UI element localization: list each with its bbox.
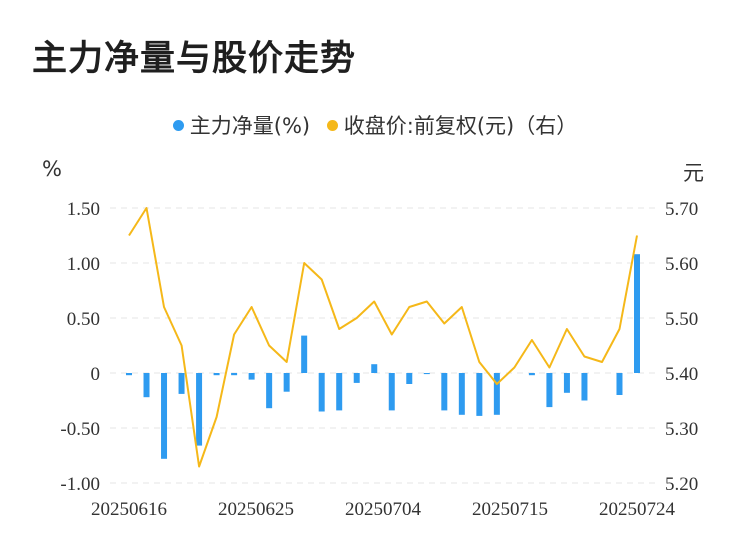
right-tick-label: 5.60 [665, 254, 698, 275]
net-volume-bar[interactable] [441, 373, 448, 411]
x-tick-label: 20250724 [599, 499, 676, 520]
chart-title: 主力净量与股价走势 [32, 39, 357, 79]
legend-label-price: 收盘价:前复权(元)（右） [343, 114, 578, 138]
net-volume-bar[interactable] [458, 373, 465, 415]
legend-dot-price-icon [326, 119, 338, 131]
x-tick-label: 20250704 [345, 499, 422, 520]
net-volume-bar[interactable] [476, 373, 483, 416]
price-line-series [128, 207, 638, 468]
net-volume-bar[interactable] [493, 373, 500, 415]
right-tick-label: 5.30 [665, 419, 698, 440]
price-line[interactable] [128, 207, 638, 468]
net-volume-bar[interactable] [336, 373, 343, 411]
net-volume-bar[interactable] [266, 373, 273, 409]
bar-series [126, 254, 640, 459]
net-volume-bar[interactable] [178, 373, 185, 394]
legend-dot-net-icon [172, 119, 184, 131]
net-volume-bar[interactable] [248, 373, 255, 380]
left-tick-label: 1.00 [67, 254, 100, 275]
net-volume-bar[interactable] [301, 335, 308, 373]
net-volume-bar[interactable] [213, 373, 220, 376]
net-volume-bar[interactable] [231, 373, 238, 376]
net-volume-bar[interactable] [423, 373, 430, 375]
right-axis-ticks: 5.70 5.60 5.50 5.40 5.30 5.20 [665, 199, 698, 495]
x-tick-label: 20250715 [472, 499, 548, 520]
left-tick-label: -0.50 [60, 419, 100, 440]
left-tick-label: -1.00 [60, 474, 100, 495]
chart-legend: 主力净量(%) 收盘价:前复权(元)（右） [0, 110, 750, 140]
net-volume-bar[interactable] [283, 373, 290, 392]
x-tick-label: 20250625 [218, 499, 294, 520]
net-volume-bar[interactable] [634, 254, 640, 373]
right-tick-label: 5.20 [665, 474, 698, 495]
net-volume-bar[interactable] [126, 373, 132, 376]
left-tick-label: 1.50 [67, 199, 100, 220]
net-volume-bar[interactable] [406, 373, 413, 384]
net-volume-bar[interactable] [546, 373, 553, 408]
x-tick-label: 20250616 [91, 499, 167, 520]
x-axis-ticks: 20250616 20250625 20250704 20250715 20250724 [91, 499, 676, 520]
net-volume-bar[interactable] [143, 373, 150, 398]
legend-item-price[interactable]: 收盘价:前复权(元)（右） [326, 110, 578, 140]
legend-item-net[interactable]: 主力净量(%) [172, 110, 311, 140]
net-volume-bar[interactable] [616, 373, 623, 395]
left-axis-unit: % [42, 157, 62, 181]
net-volume-bar[interactable] [161, 373, 168, 459]
net-volume-bar[interactable] [353, 373, 360, 383]
net-volume-bar[interactable] [563, 373, 570, 393]
net-volume-bar[interactable] [318, 373, 325, 412]
grid-lines [110, 207, 655, 484]
right-tick-label: 5.50 [665, 309, 698, 330]
net-volume-bar[interactable] [528, 373, 535, 376]
net-volume-bar[interactable] [371, 364, 378, 373]
left-tick-label: 0 [91, 364, 101, 385]
left-tick-label: 0.50 [67, 309, 100, 330]
legend-label-net: 主力净量(%) [189, 114, 311, 138]
net-volume-bar[interactable] [581, 373, 588, 401]
right-tick-label: 5.70 [665, 199, 698, 220]
net-volume-bar[interactable] [388, 373, 395, 411]
right-tick-label: 5.40 [665, 364, 698, 385]
left-axis-ticks: 1.50 1.00 0.50 0 -0.50 -1.00 [60, 199, 100, 495]
net-volume-bar[interactable] [196, 373, 203, 446]
right-axis-unit: 元 [683, 161, 704, 185]
